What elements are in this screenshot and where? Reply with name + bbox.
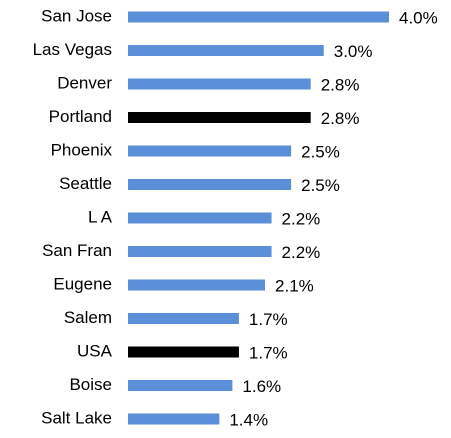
category-label: San Fran xyxy=(42,241,112,260)
value-label: 3.0% xyxy=(334,42,373,61)
value-label: 1.4% xyxy=(229,410,268,429)
value-label: 1.7% xyxy=(249,343,288,362)
value-label: 1.6% xyxy=(242,377,281,396)
value-label: 2.5% xyxy=(301,142,340,161)
value-label: 2.8% xyxy=(321,109,360,128)
value-label: 1.7% xyxy=(249,310,288,329)
value-label: 4.0% xyxy=(399,8,438,27)
category-label: Salem xyxy=(64,308,112,327)
value-label: 2.1% xyxy=(275,276,314,295)
category-label: Salt Lake xyxy=(41,408,112,427)
value-label: 2.5% xyxy=(301,176,340,195)
bar xyxy=(128,179,292,190)
bar xyxy=(128,346,239,358)
bar xyxy=(128,112,311,123)
bar xyxy=(128,413,220,425)
bar xyxy=(128,279,266,291)
bar xyxy=(128,246,272,257)
bar xyxy=(128,78,311,90)
category-label: Boise xyxy=(69,375,112,394)
category-label: Denver xyxy=(57,73,112,92)
bar xyxy=(128,380,233,391)
category-label: Seattle xyxy=(59,174,112,193)
category-label: Eugene xyxy=(53,274,112,293)
bar xyxy=(128,212,272,224)
bar xyxy=(128,313,239,324)
bar xyxy=(128,145,292,157)
bar xyxy=(128,45,324,56)
value-label: 2.8% xyxy=(321,75,360,94)
category-label: USA xyxy=(77,341,113,360)
category-label: Portland xyxy=(49,107,112,126)
category-label: San Jose xyxy=(41,6,112,25)
category-label: Las Vegas xyxy=(33,40,112,59)
category-label: Phoenix xyxy=(51,140,113,159)
bar xyxy=(128,11,389,23)
value-label: 2.2% xyxy=(282,243,321,262)
value-label: 2.2% xyxy=(282,209,321,228)
category-label: L A xyxy=(88,207,113,226)
